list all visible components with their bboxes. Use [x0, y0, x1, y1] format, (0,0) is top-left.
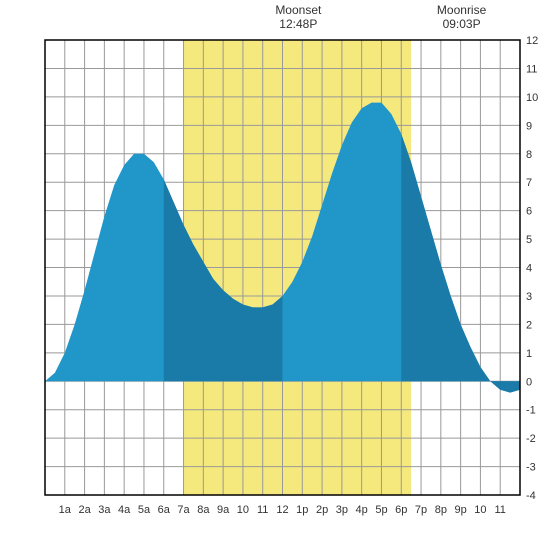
x-tick-label: 1p	[296, 504, 308, 516]
x-tick-label: 9p	[455, 504, 467, 516]
annotation-time: 09:03P	[443, 17, 481, 31]
x-tick-label: 6a	[158, 504, 171, 516]
y-tick-label: 9	[526, 120, 532, 132]
x-tick-label: 2a	[78, 504, 91, 516]
y-tick-label: 4	[526, 263, 532, 275]
y-tick-label: 8	[526, 149, 532, 161]
y-tick-label: 1	[526, 348, 532, 360]
annotation-label: Moonset	[275, 3, 322, 17]
x-tick-label: 11	[494, 504, 505, 516]
x-tick-label: 4p	[356, 504, 368, 516]
y-tick-label: -4	[526, 490, 536, 502]
tide-chart: 1a2a3a4a5a6a7a8a9a1011121p2p3p4p5p6p7p8p…	[0, 0, 550, 550]
x-tick-label: 10	[237, 504, 249, 516]
y-tick-label: 10	[526, 92, 538, 104]
y-tick-label: 5	[526, 234, 532, 246]
x-tick-label: 8p	[435, 504, 447, 516]
y-tick-label: 11	[526, 63, 537, 75]
y-tick-label: 2	[526, 319, 532, 331]
x-tick-label: 4a	[118, 504, 131, 516]
y-tick-label: -3	[526, 462, 536, 474]
x-tick-label: 6p	[395, 504, 407, 516]
y-tick-label: 7	[526, 177, 532, 189]
x-tick-label: 9a	[217, 504, 230, 516]
y-tick-label: -1	[526, 405, 536, 417]
x-tick-label: 2p	[316, 504, 328, 516]
x-tick-label: 7p	[415, 504, 427, 516]
y-tick-label: -2	[526, 433, 536, 445]
x-tick-label: 8a	[197, 504, 210, 516]
x-tick-label: 3p	[336, 504, 348, 516]
x-tick-label: 10	[474, 504, 486, 516]
y-tick-label: 3	[526, 291, 532, 303]
x-tick-label: 11	[257, 504, 268, 516]
x-tick-label: 12	[276, 504, 288, 516]
x-tick-label: 1a	[59, 504, 72, 516]
y-tick-label: 6	[526, 206, 532, 218]
y-tick-label: 0	[526, 376, 532, 388]
annotation-label: Moonrise	[437, 3, 487, 17]
x-tick-label: 3a	[98, 504, 111, 516]
annotation-time: 12:48P	[279, 17, 317, 31]
chart-svg: 1a2a3a4a5a6a7a8a9a1011121p2p3p4p5p6p7p8p…	[0, 0, 550, 550]
x-tick-label: 5a	[138, 504, 151, 516]
y-tick-label: 12	[526, 35, 538, 47]
x-tick-label: 7a	[177, 504, 190, 516]
x-tick-label: 5p	[375, 504, 387, 516]
